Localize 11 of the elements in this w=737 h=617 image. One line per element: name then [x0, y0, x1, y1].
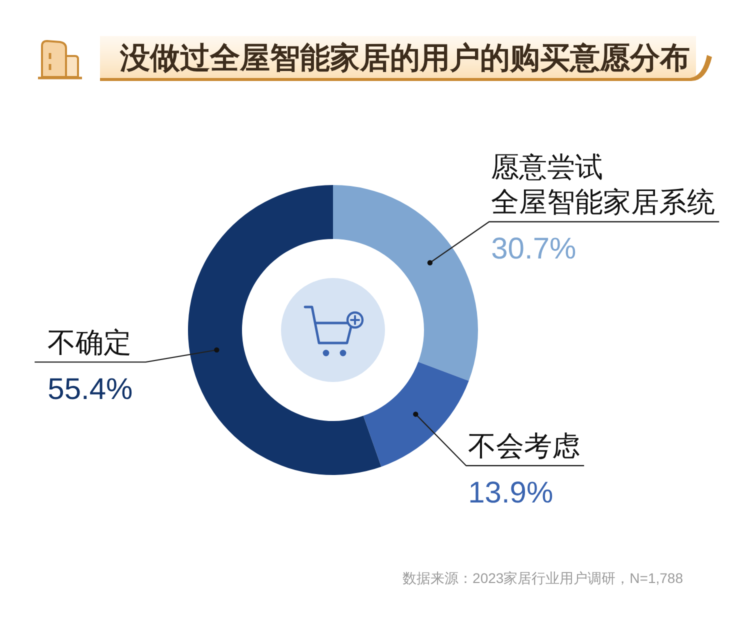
source-note: 数据来源：2023家居行业用户调研，N=1,788 — [402, 570, 684, 586]
label: 不确定 55.4% — [34, 327, 220, 406]
slice-label: 不会考虑 — [468, 430, 580, 462]
label: 不会考虑 13.9% — [413, 412, 584, 510]
chart-title: 没做过全屋智能家居的用户的购买意愿分布 — [119, 41, 690, 75]
label: 愿意尝试全屋智能家居系统 30.7% — [427, 152, 720, 266]
data-label: 30.7% — [491, 232, 576, 266]
data-label: 13.9% — [468, 476, 554, 510]
slice-label: 愿意尝试全屋智能家居系统 — [491, 152, 716, 218]
data-label: 55.4% — [48, 373, 133, 406]
slice-label: 不确定 — [48, 327, 132, 358]
